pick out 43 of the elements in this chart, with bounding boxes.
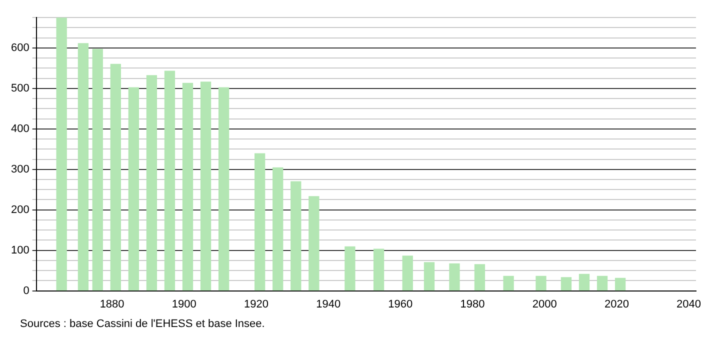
bar (146, 75, 158, 291)
bar (218, 87, 230, 291)
bar (290, 181, 302, 291)
source-note: Sources : base Cassini de l'EHESS et base Insee. (20, 318, 266, 330)
y-tick-label: 200 (10, 204, 30, 216)
y-tick-label: 0 (23, 284, 30, 297)
bar (560, 277, 572, 291)
bar (474, 264, 486, 291)
bar (402, 256, 413, 291)
bar (110, 64, 121, 291)
bar (254, 153, 266, 291)
x-tick-label: 1980 (460, 298, 485, 310)
bar (503, 276, 514, 291)
x-tick-label: 2000 (532, 298, 557, 310)
bar (200, 82, 212, 291)
y-tick-label: 300 (10, 163, 30, 176)
x-tick-label: 2040 (676, 298, 702, 310)
bar (424, 262, 435, 291)
x-tick-label: 1960 (388, 298, 413, 310)
bar (536, 276, 546, 291)
y-tick-label: 100 (10, 244, 30, 256)
bar (614, 278, 626, 291)
bar (92, 48, 103, 291)
y-tick-label: 600 (10, 42, 30, 54)
bar (308, 196, 320, 291)
x-tick-label: 1900 (172, 298, 196, 310)
x-tick-label: 1880 (100, 298, 124, 310)
y-tick-label: 500 (10, 82, 30, 94)
x-tick-label: 1920 (244, 298, 268, 310)
bar (373, 248, 384, 291)
bar (128, 87, 140, 291)
bar (449, 263, 460, 291)
bar (78, 43, 89, 291)
x-tick-label: 1940 (316, 298, 341, 310)
bar (182, 82, 194, 291)
bar (596, 276, 608, 291)
bar (164, 70, 176, 291)
bar (578, 274, 590, 291)
x-tick-label: 2020 (604, 298, 629, 310)
y-tick-label: 400 (10, 122, 30, 135)
bar (344, 246, 356, 291)
bar (56, 18, 67, 291)
bar (272, 167, 284, 291)
